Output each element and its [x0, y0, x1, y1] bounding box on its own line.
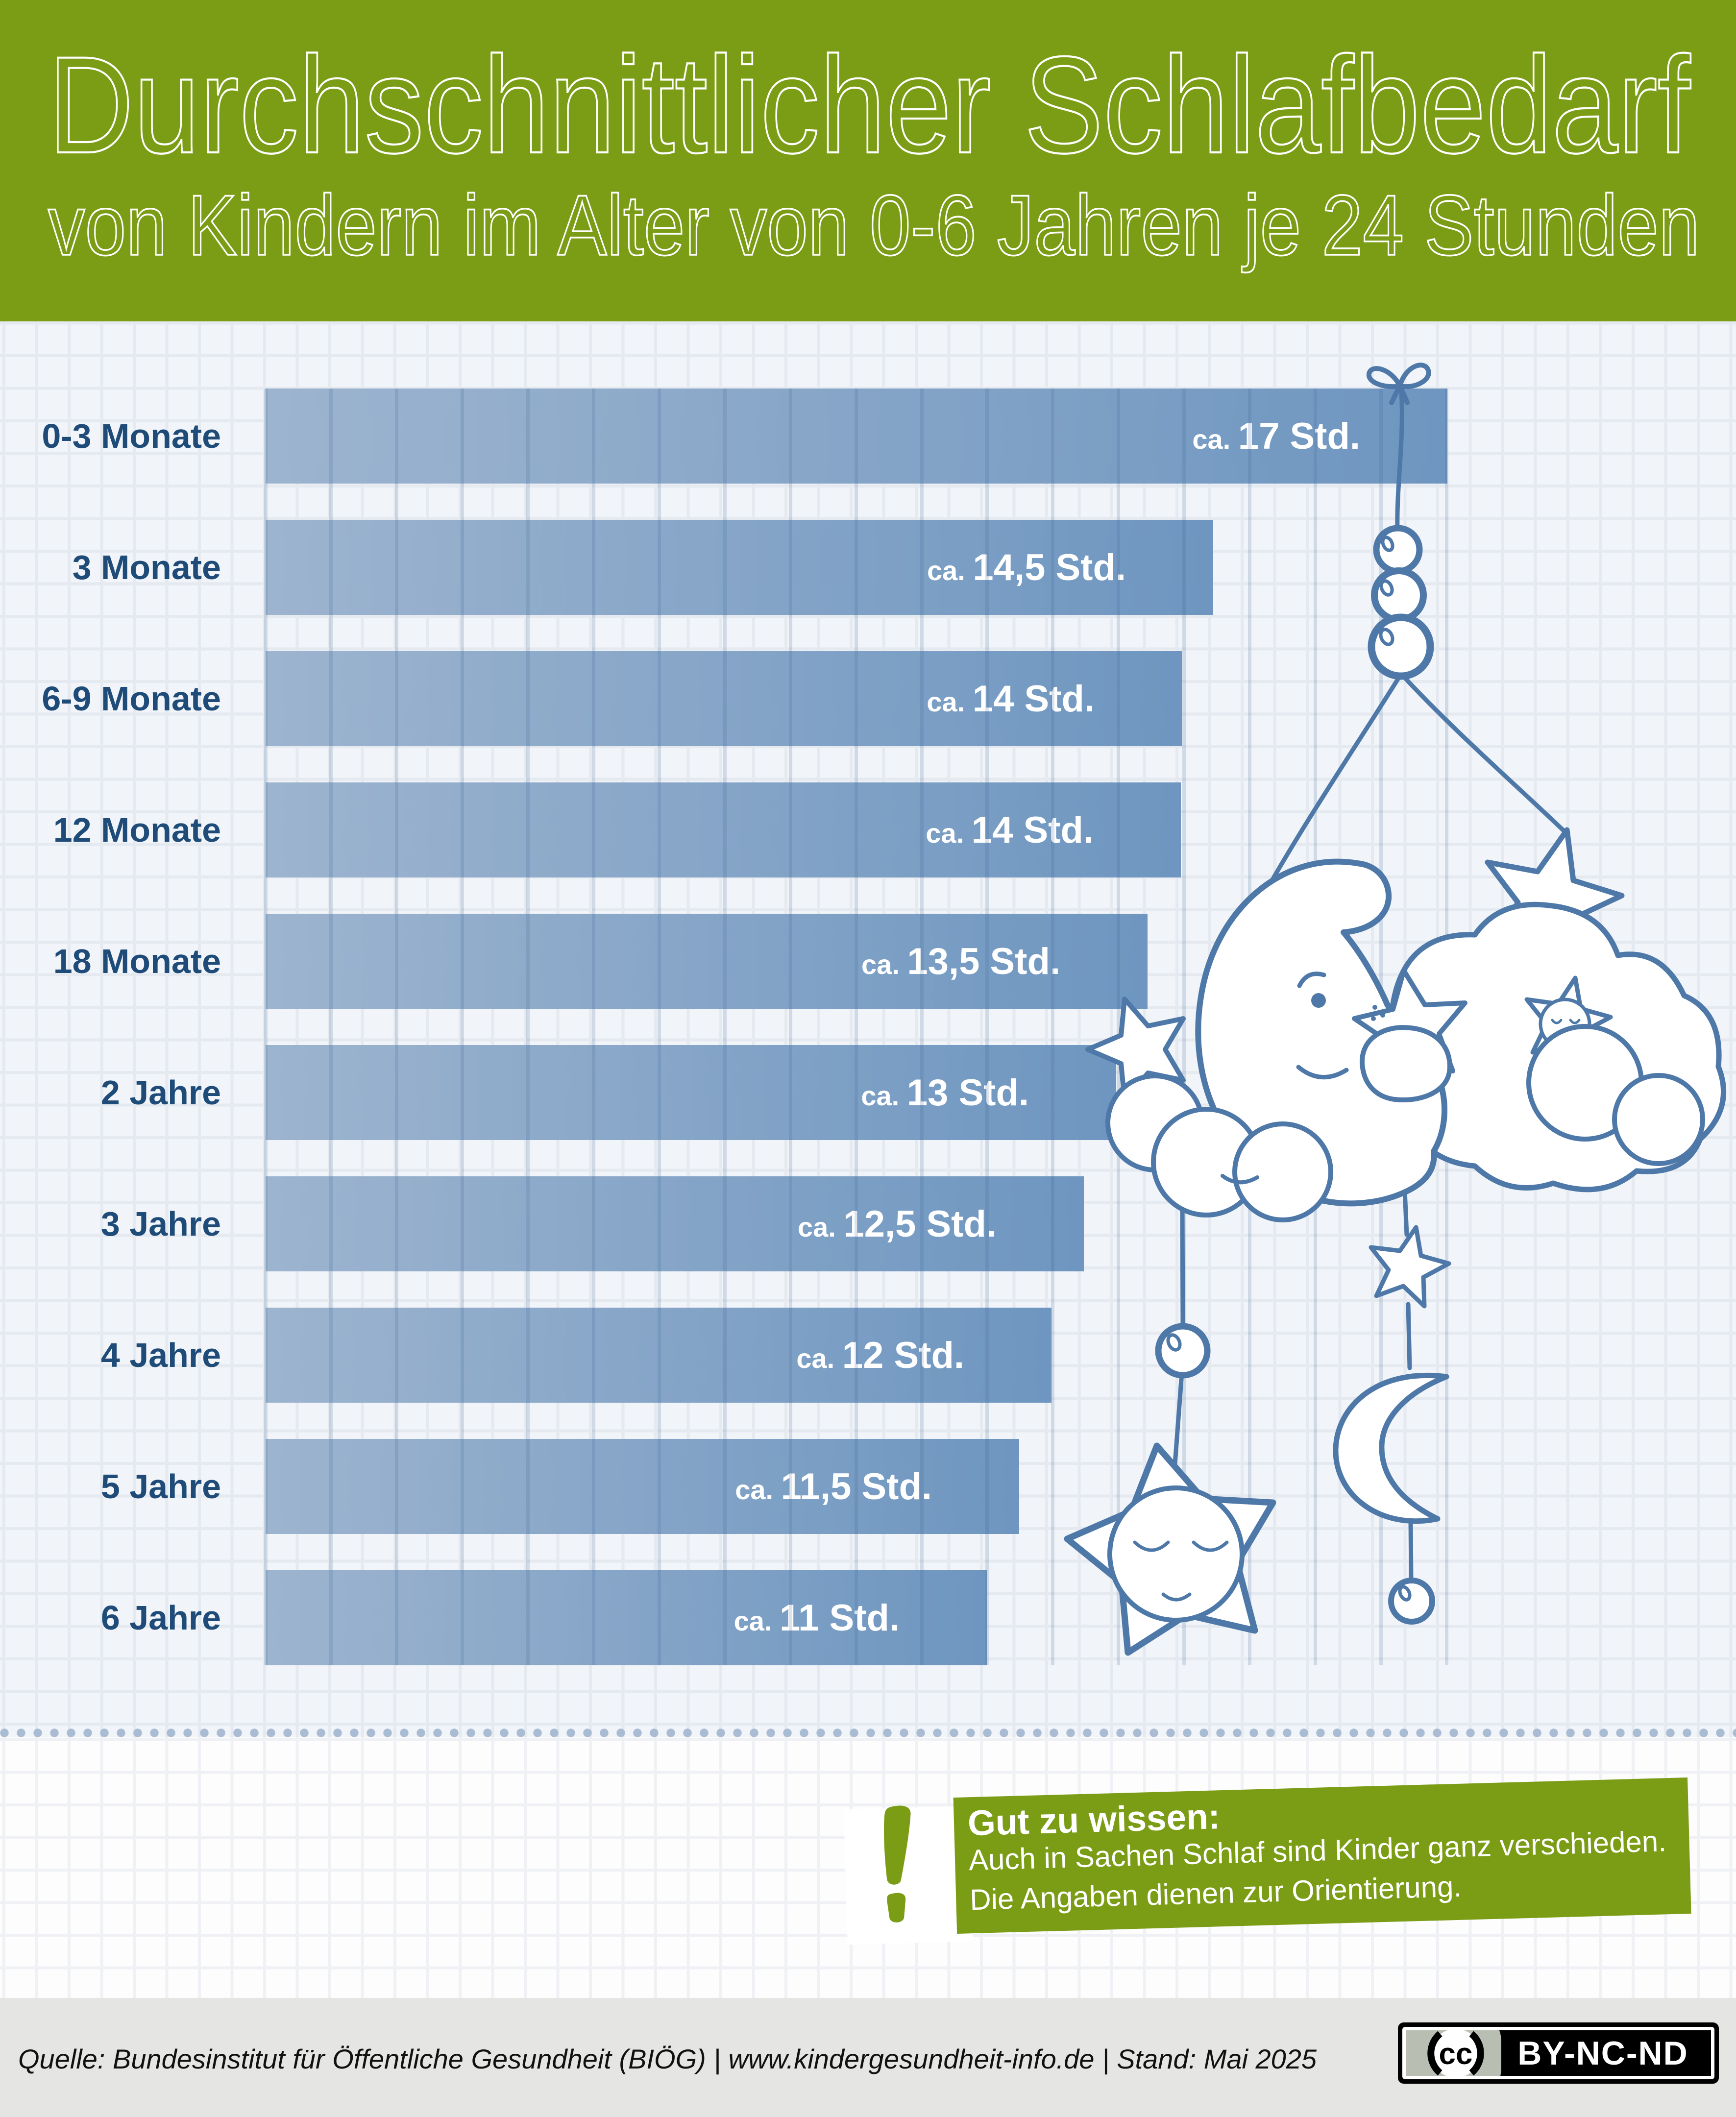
svg-text:von Kindern im Alter von 0-6 J: von Kindern im Alter von 0-6 Jahren je 2… — [48, 178, 1700, 273]
svg-text:cc: cc — [1439, 2037, 1473, 2071]
svg-text:Durchschnittlicher Schlafbedar: Durchschnittlicher Schlafbedarf — [48, 28, 1691, 182]
